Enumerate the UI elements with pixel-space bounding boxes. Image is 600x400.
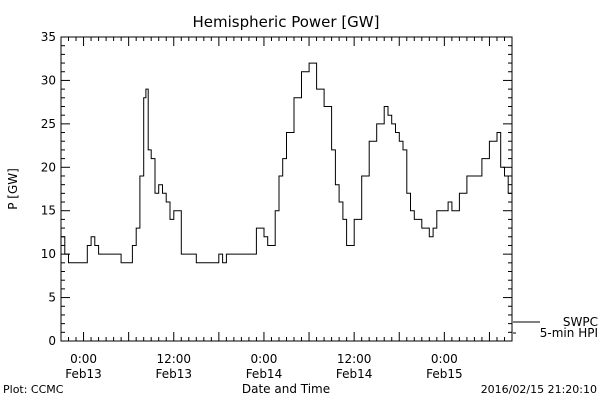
- y-tick-label: 15: [41, 204, 56, 218]
- x-tick-date: Feb13: [155, 367, 192, 381]
- x-axis: 0:00Feb1312:00Feb130:00Feb1412:00Feb140:…: [60, 37, 513, 381]
- timestamp: 2016/02/15 21:20:10: [481, 383, 597, 396]
- y-tick-label: 30: [41, 73, 56, 87]
- x-tick-date: Feb14: [336, 367, 373, 381]
- x-tick-time: 12:00: [156, 352, 191, 366]
- x-tick-date: Feb14: [246, 367, 283, 381]
- x-axis-label: Date and Time: [242, 382, 330, 396]
- series-line-hpi: [61, 62, 513, 264]
- x-tick-time: 0:00: [250, 352, 277, 366]
- x-tick-time: 0:00: [70, 352, 97, 366]
- y-tick-label: 5: [48, 291, 56, 305]
- y-tick-label: 35: [41, 30, 56, 44]
- y-tick-label: 25: [41, 117, 56, 131]
- legend-label-hpi: 5-min HPI: [540, 326, 598, 340]
- y-axis: 0 5 10 15 20 25 30 35: [41, 30, 512, 348]
- plot-frame: [60, 36, 513, 342]
- x-tick-time: 12:00: [337, 352, 372, 366]
- y-tick-label: 0: [48, 334, 56, 348]
- x-tick-date: Feb15: [426, 367, 463, 381]
- legend-label-swpc: SWPC: [563, 315, 598, 329]
- chart-title: Hemispheric Power [GW]: [193, 13, 380, 31]
- y-axis-label: P [GW]: [6, 168, 20, 210]
- series-layer: [61, 62, 513, 264]
- y-tick-label: 10: [41, 247, 56, 261]
- x-tick-date: Feb13: [65, 367, 102, 381]
- y-tick-label: 20: [41, 160, 56, 174]
- x-tick-time: 0:00: [431, 352, 458, 366]
- plot-credit: Plot: CCMC: [3, 383, 64, 396]
